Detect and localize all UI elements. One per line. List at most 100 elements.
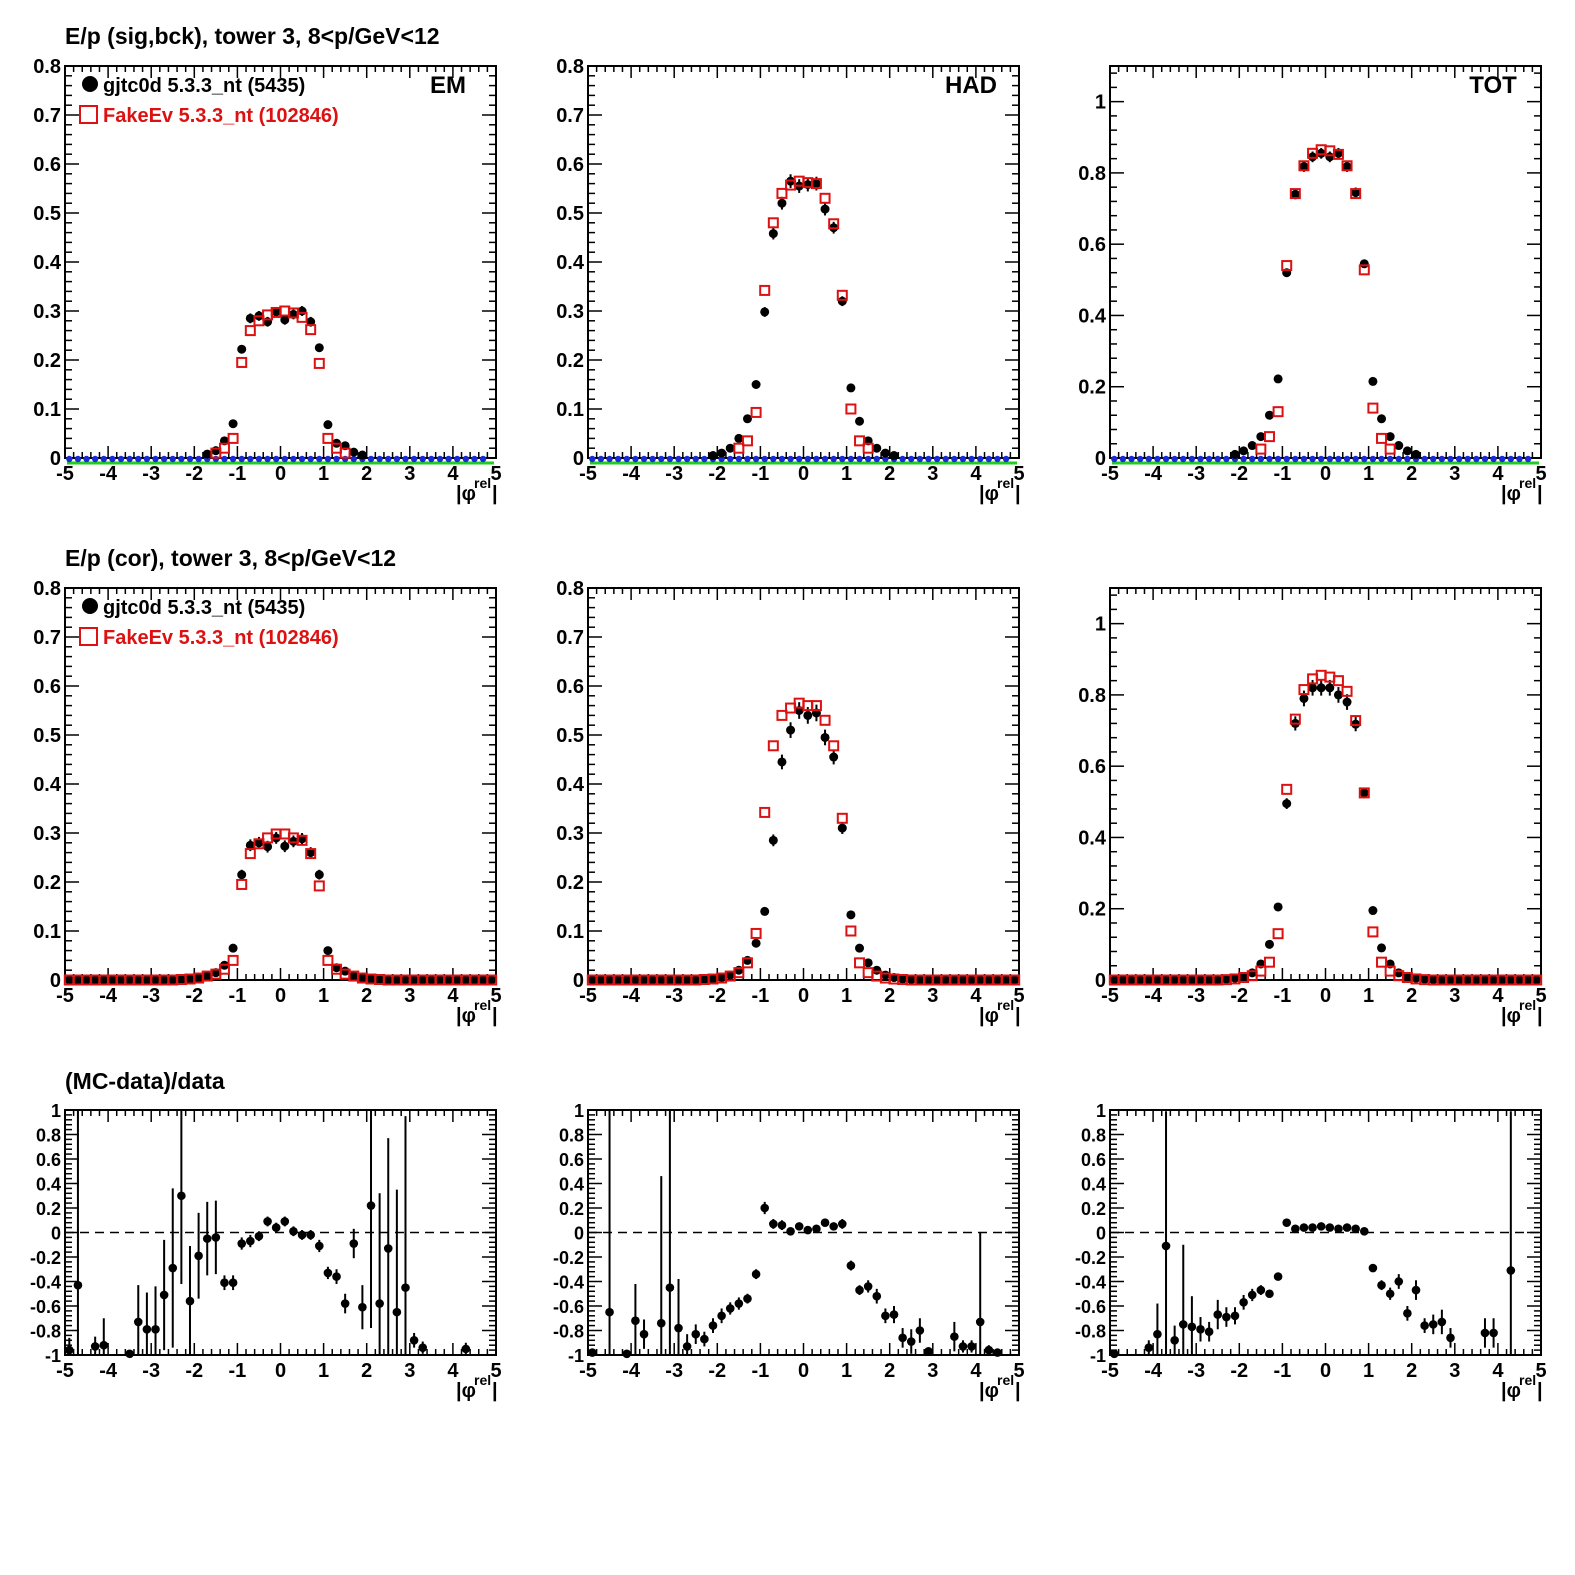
data-point [777, 757, 787, 767]
panel-7: -5 -4 -3 -2 -1 0 1 2 3 4 5 -1 -0.8 -0.6 -0.4 -0.2 0 0.2 0.… [30, 1101, 502, 1402]
y-tick-label: 0.6 [556, 676, 584, 698]
data-point [306, 1230, 315, 1240]
mc-point [767, 217, 779, 229]
data-point [409, 975, 419, 985]
x-tick-label: 3 [404, 1360, 415, 1382]
x-tick-label: -5 [1101, 985, 1119, 1007]
plot-frame [587, 65, 1020, 459]
panel-1: -5 -4 -3 -2 -1 0 1 2 3 4 5 0 0.1 0.2 0.3 0.4 0.5 0.6 0.7 0.… [33, 56, 501, 505]
data-point [846, 910, 856, 920]
background-blue-point [744, 455, 751, 463]
x-tick-label: -5 [56, 1360, 74, 1382]
data-point [777, 198, 787, 208]
mc-point [819, 714, 831, 726]
x-tick-label: -2 [1230, 463, 1248, 485]
background-blue-point [160, 455, 168, 463]
mc-point [313, 880, 325, 892]
data-point [185, 974, 195, 984]
background-blue-point [1002, 455, 1010, 463]
background-blue-point [83, 455, 90, 463]
data-point [1523, 975, 1533, 985]
data-point [829, 1222, 838, 1231]
mc-point [836, 289, 848, 301]
background-blue-point [1369, 455, 1377, 463]
x-tick-label: 5 [490, 1360, 501, 1382]
y-tick-label: 0.8 [556, 578, 584, 600]
background-blue-point [247, 455, 254, 463]
background-blue-point [255, 455, 263, 463]
x-tick-label: -2 [708, 985, 726, 1007]
y-tick-label: 1 [1095, 92, 1106, 114]
data-point [898, 974, 908, 984]
data-point [357, 973, 367, 983]
data-point [1420, 974, 1430, 984]
data-point [383, 975, 393, 985]
mc-point [759, 806, 771, 818]
data-point [1282, 799, 1292, 809]
background-blue-point [916, 455, 924, 463]
data-point [1161, 975, 1171, 985]
data-point [1377, 414, 1387, 424]
y-tick-label: 0.5 [556, 725, 584, 747]
data-point [751, 1269, 761, 1279]
y-tick-label: 0 [1095, 970, 1106, 992]
x-tick-label: 5 [1013, 985, 1024, 1007]
x-tick-label: 0 [1320, 1360, 1331, 1382]
background-blue-point [402, 455, 409, 463]
x-tick-label: 3 [927, 1360, 938, 1382]
x-tick-label: 3 [1449, 1360, 1460, 1382]
background-blue-point [727, 455, 734, 463]
x-tick-label: -1 [1274, 1360, 1292, 1382]
data-point [125, 975, 135, 985]
mc-point [845, 925, 857, 937]
data-point [1170, 975, 1180, 985]
y-tick-label: 0.8 [1081, 1126, 1106, 1146]
x-tick-label: -4 [1144, 463, 1163, 485]
data-point [349, 971, 359, 981]
y-tick-label: 0.5 [33, 203, 61, 225]
mc-point [305, 848, 317, 860]
x-tick-label: 4 [1492, 463, 1504, 485]
background-blue-point [985, 455, 993, 463]
data-point [1299, 693, 1309, 703]
data-point [742, 414, 752, 424]
data-point [1239, 1298, 1248, 1307]
data-point [1489, 1328, 1498, 1338]
data-point [237, 870, 247, 880]
data-point [314, 870, 324, 880]
data-point [984, 975, 994, 985]
mc-point [1298, 684, 1310, 696]
data-point [760, 1203, 770, 1213]
data-point [880, 448, 890, 458]
data-point [949, 975, 959, 985]
data-point [1428, 975, 1438, 985]
data-point [708, 974, 718, 984]
data-point [1273, 1272, 1283, 1281]
x-axis-label-sup: rel [997, 475, 1014, 491]
background-blue-point [195, 455, 202, 463]
background-blue-point [1326, 455, 1334, 463]
data-point [99, 1340, 109, 1350]
data-point [1325, 1223, 1335, 1232]
data-point [383, 1244, 393, 1253]
data-point [288, 836, 298, 846]
y-tick-label: 0.2 [33, 872, 61, 894]
x-tick-label: 5 [1013, 463, 1024, 485]
y-tick-label: 0 [51, 1224, 61, 1244]
data-point [1368, 906, 1378, 916]
plot-frame [1109, 587, 1542, 981]
mc-point [854, 435, 866, 447]
y-tick-label: 0 [574, 1224, 584, 1244]
mc-point [828, 218, 840, 230]
background-blue-point [462, 455, 470, 463]
x-axis-label-close: | [1015, 483, 1021, 505]
data-point [820, 1218, 830, 1227]
data-point [289, 1226, 298, 1236]
x-axis-label: |φ [979, 1380, 999, 1402]
data-point [786, 1226, 795, 1236]
background-blue-point [1447, 455, 1454, 463]
background-blue-point [393, 455, 401, 463]
y-tick-label: 0.3 [33, 301, 61, 323]
data-point [107, 975, 117, 985]
background-blue-point [623, 455, 630, 463]
